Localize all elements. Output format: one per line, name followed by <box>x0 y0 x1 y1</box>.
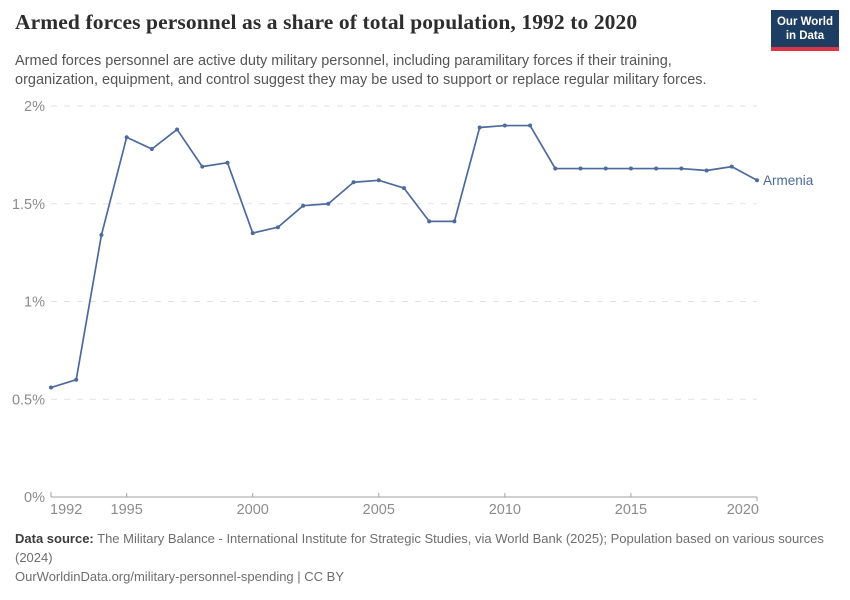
owid-logo[interactable]: Our World in Data <box>770 10 839 51</box>
owid-logo-line2: in Data <box>785 30 825 42</box>
data-source-text-line2: (2024) <box>15 550 53 565</box>
armenia-line[interactable] <box>50 124 758 389</box>
y-tick-label-0%: 0% <box>24 490 45 506</box>
x-tick-label-2000: 2000 <box>237 502 269 518</box>
y-tick-label-0.5%: 0.5% <box>12 392 45 408</box>
data-point-2014[interactable] <box>603 166 608 171</box>
x-tick-label-2010: 2010 <box>489 502 521 518</box>
x-tick-label-1992: 1992 <box>50 502 82 518</box>
data-point-2007[interactable] <box>427 219 432 224</box>
data-point-2006[interactable] <box>402 186 406 191</box>
chart-subtitle: Armed forces personnel are active duty m… <box>15 52 707 90</box>
data-point-2010[interactable] <box>502 123 507 128</box>
data-point-1999[interactable] <box>225 160 230 165</box>
chart-subtitle-line1: Armed forces personnel are active duty m… <box>15 53 672 69</box>
data-point-2016[interactable] <box>654 166 659 171</box>
data-point-2019[interactable] <box>729 164 734 169</box>
y-tick-label-1%: 1% <box>24 295 45 311</box>
data-point-2018[interactable] <box>704 168 709 173</box>
chart-subtitle-line2: organization, equipment, and control sug… <box>15 72 707 88</box>
armenia-series-label: Armenia <box>763 173 814 188</box>
data-source-label: Data source: <box>15 531 94 546</box>
data-point-2011[interactable] <box>528 123 533 128</box>
data-point-1993[interactable] <box>74 377 79 382</box>
data-point-2015[interactable] <box>628 166 633 171</box>
data-point-2013[interactable] <box>578 166 583 171</box>
x-tick-label-1995: 1995 <box>111 502 143 518</box>
data-point-2009[interactable] <box>477 125 482 130</box>
data-point-2020[interactable] <box>755 178 759 183</box>
data-source-text: The Military Balance - International Ins… <box>93 531 824 546</box>
data-point-2001[interactable] <box>275 225 280 230</box>
data-point-2005[interactable] <box>376 178 381 183</box>
line-chart[interactable]: 0% 0.5% 1% 1.5% 2% 1992 1995 2000 2005 2010 2015 20… <box>0 95 850 520</box>
data-point-1996[interactable] <box>149 147 154 152</box>
data-point-2003[interactable] <box>326 201 331 206</box>
data-point-1994[interactable] <box>99 233 104 238</box>
y-tick-label-1.5%: 1.5% <box>12 197 45 213</box>
data-point-2002[interactable] <box>301 203 306 208</box>
citation-line[interactable]: OurWorldinData.org/military-personnel-sp… <box>15 567 835 586</box>
x-tick-label-2005: 2005 <box>363 502 395 518</box>
owid-logo-line1: Our World <box>776 16 833 28</box>
citation-link[interactable]: OurWorldinData.org/military-personnel-sp… <box>15 569 344 584</box>
data-point-1998[interactable] <box>200 164 205 169</box>
data-point-1995[interactable] <box>124 135 129 140</box>
line-chart-svg[interactable]: 0% 0.5% 1% 1.5% 2% 1992 1995 2000 2005 2010 2015 20… <box>0 95 850 520</box>
data-point-2008[interactable] <box>452 219 457 224</box>
data-source-note: Data source: The Military Balance - Inte… <box>15 529 835 567</box>
data-point-1992[interactable] <box>49 385 53 390</box>
data-point-2004[interactable] <box>351 180 356 185</box>
data-point-2000[interactable] <box>250 231 255 236</box>
page-title: Armed forces personnel as a share of tot… <box>15 10 638 34</box>
x-tick-label-2015: 2015 <box>615 502 647 518</box>
data-point-2012[interactable] <box>553 166 558 171</box>
x-tick-label-2020: 2020 <box>727 502 759 518</box>
data-point-1997[interactable] <box>175 127 180 132</box>
data-point-2017[interactable] <box>679 166 684 171</box>
y-tick-label-2%: 2% <box>24 99 45 115</box>
